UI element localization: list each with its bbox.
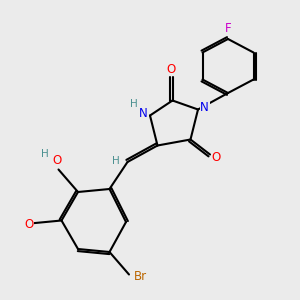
Text: H: H [112,155,120,166]
Text: Br: Br [134,269,147,283]
Text: O: O [167,62,176,76]
Text: N: N [139,106,148,120]
Text: H: H [130,99,137,109]
Text: O: O [24,218,33,232]
Text: O: O [52,154,62,167]
Text: H: H [41,149,49,159]
Text: F: F [225,22,231,35]
Text: O: O [212,151,220,164]
Text: N: N [200,100,209,114]
